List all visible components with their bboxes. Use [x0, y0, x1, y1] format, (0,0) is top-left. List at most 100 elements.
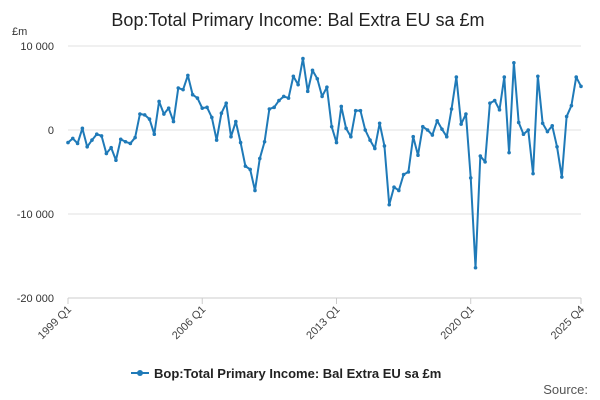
data-point[interactable]	[248, 167, 252, 172]
data-point[interactable]	[104, 151, 109, 156]
data-point[interactable]	[569, 103, 574, 108]
data-point[interactable]	[109, 145, 113, 150]
data-point[interactable]	[579, 84, 583, 89]
data-point[interactable]	[358, 108, 363, 113]
data-point[interactable]	[123, 139, 128, 144]
data-point[interactable]	[420, 124, 425, 129]
data-point[interactable]	[363, 128, 368, 132]
data-point[interactable]	[210, 115, 214, 120]
data-point[interactable]	[70, 136, 75, 141]
data-point[interactable]	[550, 124, 555, 128]
data-point[interactable]	[94, 132, 99, 136]
data-point[interactable]	[392, 185, 396, 189]
data-point[interactable]	[459, 122, 463, 126]
data-point[interactable]	[286, 96, 291, 100]
data-point[interactable]	[157, 99, 161, 104]
data-point[interactable]	[483, 160, 487, 164]
data-point[interactable]	[66, 140, 70, 145]
data-point[interactable]	[564, 114, 569, 119]
data-point[interactable]	[526, 128, 531, 132]
data-point[interactable]	[114, 158, 118, 163]
data-point[interactable]	[387, 202, 392, 207]
data-point[interactable]	[344, 126, 348, 131]
data-point[interactable]	[272, 105, 276, 110]
data-point[interactable]	[478, 154, 483, 158]
data-point[interactable]	[492, 98, 497, 103]
data-point[interactable]	[368, 138, 372, 142]
data-point[interactable]	[253, 188, 257, 193]
data-point[interactable]	[166, 106, 171, 110]
data-point[interactable]	[90, 138, 94, 142]
data-point[interactable]	[349, 134, 353, 139]
data-point[interactable]	[377, 121, 382, 126]
data-point[interactable]	[382, 144, 387, 148]
data-point[interactable]	[430, 133, 435, 137]
data-point[interactable]	[488, 101, 492, 105]
data-point[interactable]	[464, 112, 468, 116]
data-point[interactable]	[162, 112, 166, 116]
data-point[interactable]	[118, 137, 123, 142]
data-point[interactable]	[401, 172, 406, 177]
data-point[interactable]	[291, 74, 296, 79]
data-point[interactable]	[406, 170, 411, 174]
data-point[interactable]	[444, 134, 449, 139]
data-point[interactable]	[545, 129, 550, 134]
data-point[interactable]	[516, 120, 521, 125]
data-point[interactable]	[224, 101, 229, 105]
data-point[interactable]	[502, 75, 507, 79]
data-point[interactable]	[507, 150, 511, 155]
data-point[interactable]	[339, 104, 344, 109]
data-point[interactable]	[80, 126, 85, 131]
data-point[interactable]	[186, 73, 190, 78]
data-point[interactable]	[397, 188, 401, 193]
data-point[interactable]	[560, 175, 564, 179]
data-point[interactable]	[416, 153, 420, 157]
data-point[interactable]	[229, 134, 233, 139]
data-point[interactable]	[454, 75, 459, 79]
data-point[interactable]	[310, 68, 315, 73]
data-point[interactable]	[296, 82, 300, 87]
legend[interactable]: Bop:Total Primary Income: Bal Extra EU s…	[131, 366, 441, 381]
data-point[interactable]	[411, 134, 416, 139]
data-point[interactable]	[267, 107, 272, 111]
data-point[interactable]	[190, 92, 195, 97]
data-point[interactable]	[473, 265, 478, 270]
data-point[interactable]	[219, 111, 224, 115]
data-point[interactable]	[243, 164, 248, 168]
data-point[interactable]	[536, 74, 540, 79]
data-point[interactable]	[329, 124, 334, 129]
data-point[interactable]	[238, 140, 243, 145]
data-point[interactable]	[555, 145, 559, 149]
data-point[interactable]	[205, 105, 209, 110]
data-point[interactable]	[214, 138, 219, 142]
data-point[interactable]	[449, 107, 454, 111]
data-point[interactable]	[353, 108, 358, 113]
data-point[interactable]	[85, 145, 89, 149]
data-point[interactable]	[305, 89, 310, 94]
data-point[interactable]	[373, 146, 377, 151]
data-point[interactable]	[138, 112, 142, 116]
data-point[interactable]	[521, 132, 526, 136]
data-point[interactable]	[497, 108, 502, 112]
data-point[interactable]	[142, 113, 147, 117]
data-point[interactable]	[468, 176, 473, 180]
data-point[interactable]	[257, 156, 262, 161]
data-point[interactable]	[133, 135, 137, 140]
data-point[interactable]	[325, 85, 329, 89]
data-point[interactable]	[435, 118, 439, 123]
data-point[interactable]	[315, 76, 320, 81]
data-point[interactable]	[512, 61, 516, 65]
data-point[interactable]	[281, 94, 286, 99]
data-point[interactable]	[440, 127, 444, 131]
data-point[interactable]	[574, 75, 579, 79]
data-point[interactable]	[152, 132, 157, 136]
data-point[interactable]	[301, 56, 305, 61]
data-point[interactable]	[531, 171, 535, 176]
data-point[interactable]	[99, 134, 104, 138]
data-point[interactable]	[195, 96, 200, 100]
data-point[interactable]	[128, 141, 133, 146]
data-point[interactable]	[171, 119, 176, 124]
data-point[interactable]	[320, 94, 324, 99]
data-point[interactable]	[176, 86, 181, 90]
data-point[interactable]	[234, 119, 238, 124]
